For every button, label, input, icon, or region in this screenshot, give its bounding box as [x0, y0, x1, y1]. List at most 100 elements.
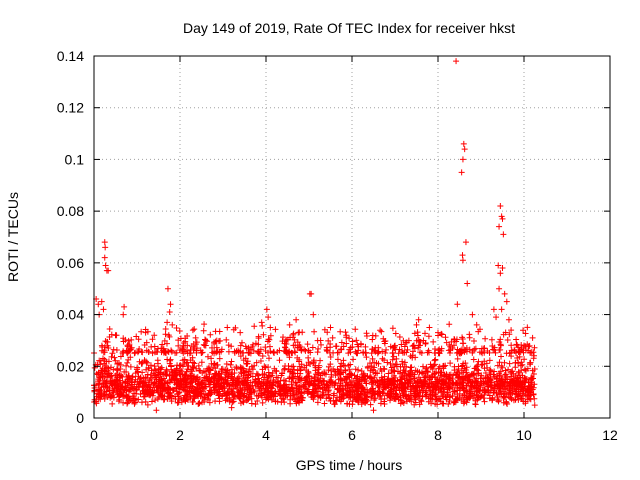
data-point — [512, 349, 519, 356]
data-point — [191, 360, 198, 367]
data-point — [298, 375, 305, 382]
data-point — [311, 375, 318, 382]
data-point — [484, 383, 491, 390]
data-point — [223, 395, 230, 402]
data-point — [421, 380, 428, 387]
data-point — [284, 390, 291, 397]
data-point — [240, 399, 247, 406]
outlier-point — [496, 223, 503, 230]
data-point — [215, 370, 222, 377]
x-tick-label: 0 — [90, 427, 98, 443]
data-point — [133, 366, 140, 373]
data-point — [392, 330, 399, 337]
data-point — [335, 376, 342, 383]
data-point — [160, 371, 167, 378]
data-point — [178, 399, 185, 406]
data-point — [109, 400, 116, 407]
data-point — [347, 361, 354, 368]
data-point — [331, 401, 338, 408]
data-point — [289, 350, 296, 357]
data-point — [531, 352, 538, 359]
data-point — [312, 364, 319, 371]
data-point — [460, 360, 467, 367]
data-point — [241, 390, 248, 397]
outlier-point — [286, 321, 293, 328]
data-point — [303, 376, 310, 383]
data-point — [99, 381, 106, 388]
data-point — [176, 347, 183, 354]
data-point — [408, 364, 415, 371]
data-point — [458, 367, 465, 374]
outlier-point — [490, 306, 497, 313]
data-point — [289, 369, 296, 376]
data-point — [386, 392, 393, 399]
data-point — [185, 362, 192, 369]
data-point — [192, 379, 199, 386]
data-point — [531, 344, 538, 351]
data-point — [200, 327, 207, 334]
data-point — [270, 348, 277, 355]
data-point — [514, 374, 521, 381]
data-point — [160, 349, 167, 356]
data-point — [435, 395, 442, 402]
data-point — [321, 400, 328, 407]
data-point — [216, 328, 223, 335]
data-point — [464, 377, 471, 384]
data-point — [325, 337, 332, 344]
data-point — [260, 380, 267, 387]
data-point — [162, 386, 169, 393]
data-point — [264, 378, 271, 385]
data-point — [101, 383, 108, 390]
outlier-point — [102, 244, 109, 251]
data-point — [138, 360, 145, 367]
data-point — [481, 398, 488, 405]
data-point — [282, 386, 289, 393]
data-point — [397, 393, 404, 400]
data-point — [484, 364, 491, 371]
data-point — [473, 380, 480, 387]
data-point — [369, 355, 376, 362]
data-point — [482, 335, 489, 342]
data-point — [476, 388, 483, 395]
data-point — [153, 349, 160, 356]
data-point — [259, 399, 266, 406]
data-point — [148, 398, 155, 405]
data-point — [522, 347, 529, 354]
outlier-point — [493, 314, 500, 321]
data-point — [400, 367, 407, 374]
data-point — [108, 353, 115, 360]
data-point — [184, 366, 191, 373]
data-point — [161, 348, 168, 355]
data-point — [472, 401, 479, 408]
data-point — [118, 372, 125, 379]
data-point — [252, 378, 259, 385]
data-point — [165, 393, 172, 400]
data-point — [343, 375, 350, 382]
data-point — [440, 379, 447, 386]
data-point — [342, 329, 349, 336]
data-point — [223, 336, 230, 343]
data-point — [225, 383, 232, 390]
outlier-point — [228, 404, 235, 411]
data-point — [180, 342, 187, 349]
data-point — [176, 396, 183, 403]
y-tick-label: 0.08 — [57, 203, 84, 219]
grid-lines — [94, 56, 610, 418]
data-point — [261, 371, 268, 378]
outlier-point — [258, 319, 265, 326]
data-point — [490, 371, 497, 378]
data-point — [504, 337, 511, 344]
data-point — [328, 374, 335, 381]
outlier-point — [499, 265, 506, 272]
data-point — [464, 396, 471, 403]
data-point — [156, 390, 163, 397]
data-point — [237, 366, 244, 373]
data-point — [96, 377, 103, 384]
data-point — [254, 372, 261, 379]
data-point — [184, 391, 191, 398]
data-point — [515, 388, 522, 395]
data-point — [514, 355, 521, 362]
data-point — [112, 379, 119, 386]
data-point — [239, 398, 246, 405]
data-point — [381, 365, 388, 372]
